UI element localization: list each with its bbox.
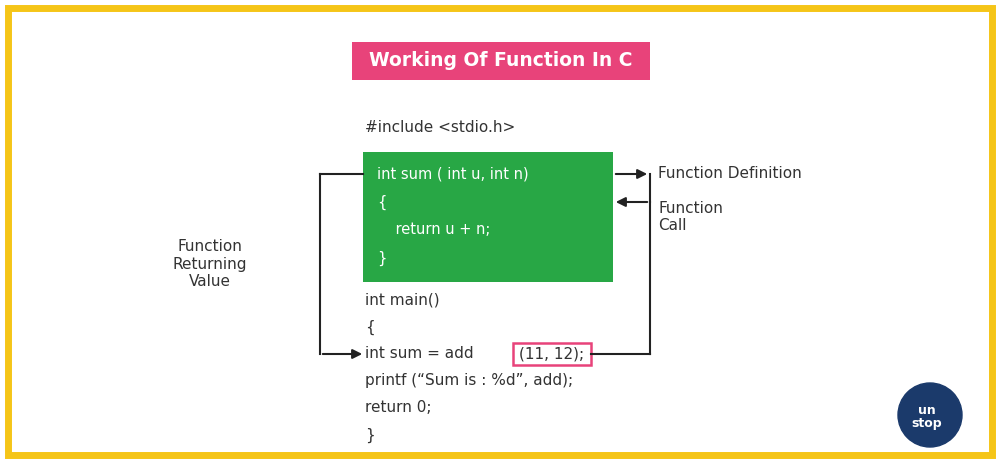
Text: return u + n;: return u + n; — [377, 223, 490, 238]
Text: Function Definition: Function Definition — [658, 167, 802, 181]
Text: Function
Call: Function Call — [658, 201, 723, 233]
Text: printf (“Sum is : %d”, add);: printf (“Sum is : %d”, add); — [365, 374, 573, 388]
Text: }: } — [365, 427, 375, 443]
Text: stop: stop — [912, 418, 942, 431]
FancyBboxPatch shape — [352, 42, 650, 80]
Text: (11, 12);: (11, 12); — [519, 346, 585, 362]
Text: int sum ( int u, int n): int sum ( int u, int n) — [377, 167, 529, 181]
Text: return 0;: return 0; — [365, 400, 432, 415]
Text: int sum = add: int sum = add — [365, 346, 479, 362]
Text: #include <stdio.h>: #include <stdio.h> — [365, 120, 515, 136]
FancyBboxPatch shape — [363, 152, 613, 282]
Text: }: } — [377, 250, 386, 266]
Text: Function
Returning
Value: Function Returning Value — [173, 239, 247, 289]
Text: {: { — [377, 194, 386, 210]
Text: Working Of Function In C: Working Of Function In C — [369, 51, 633, 70]
Circle shape — [898, 383, 962, 447]
Text: int main(): int main() — [365, 293, 440, 307]
Text: un: un — [918, 403, 936, 417]
Text: {: { — [365, 319, 375, 335]
